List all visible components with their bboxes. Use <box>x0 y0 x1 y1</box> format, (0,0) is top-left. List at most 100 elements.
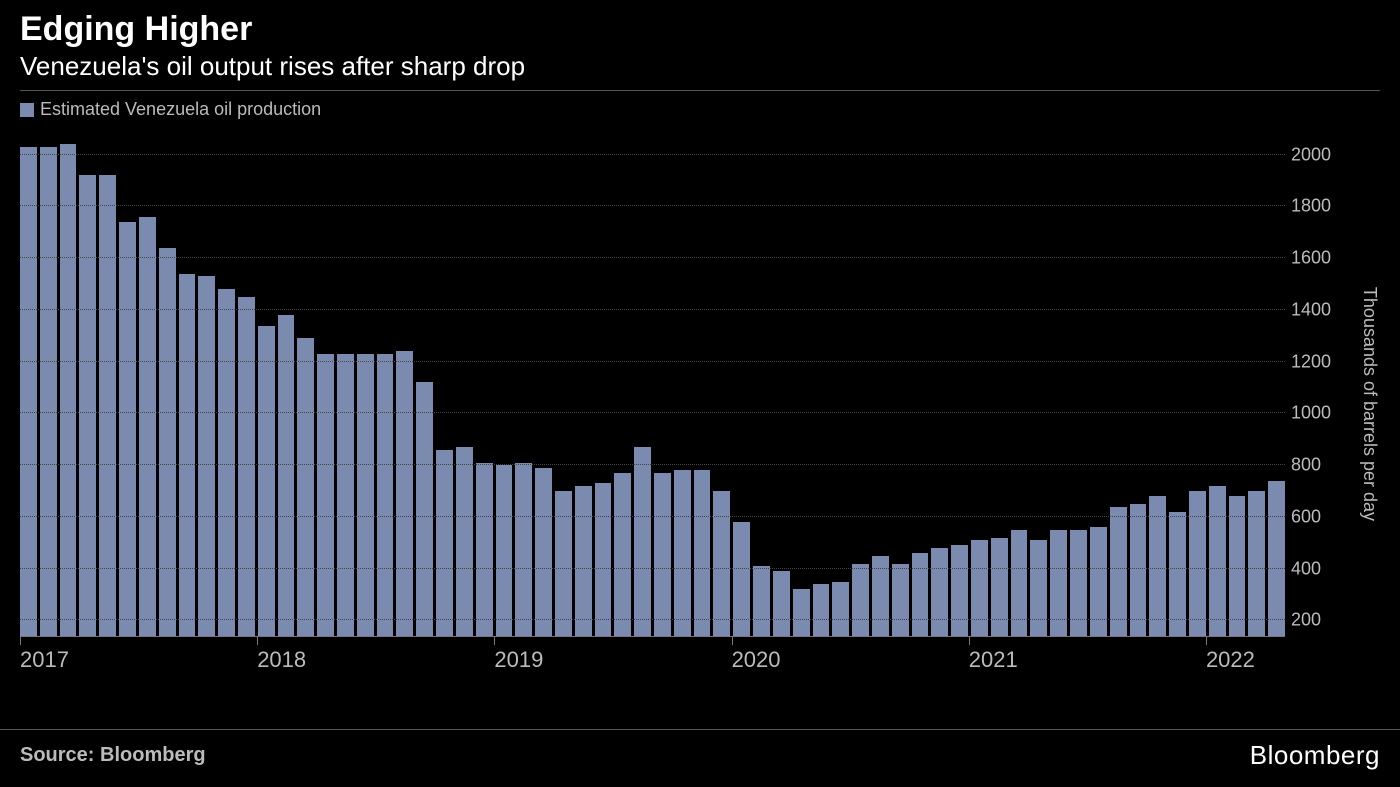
chart-header: Edging Higher Venezuela's oil output ris… <box>0 0 1400 91</box>
plot-area: 200400600800100012001400160018002000 <box>20 134 1285 636</box>
data-bar <box>258 326 275 637</box>
data-bar <box>555 491 572 636</box>
data-bar <box>238 297 255 636</box>
ytick-label: 600 <box>1291 506 1321 527</box>
data-bar <box>852 564 869 636</box>
data-bar <box>1169 512 1186 636</box>
data-bar <box>1268 481 1285 636</box>
data-bar <box>1229 496 1246 636</box>
data-bar <box>773 571 790 636</box>
data-bar <box>337 354 354 636</box>
data-bar <box>297 338 314 636</box>
chart-area: 200400600800100012001400160018002000 201… <box>20 124 1380 684</box>
xtick <box>257 637 258 645</box>
data-bar <box>713 491 730 636</box>
source-text: Source: Bloomberg <box>20 744 206 767</box>
gridline <box>20 412 1285 413</box>
xtick <box>1206 637 1207 645</box>
gridline <box>20 619 1285 620</box>
chart-legend: Estimated Venezuela oil production <box>0 91 1400 124</box>
data-bar <box>654 473 671 636</box>
ytick-label: 1800 <box>1291 196 1331 217</box>
brand-logo: Bloomberg <box>1250 740 1380 771</box>
gridline <box>20 205 1285 206</box>
data-bar <box>456 447 473 636</box>
data-bar <box>198 276 215 636</box>
data-bar <box>1030 540 1047 636</box>
ytick-label: 1000 <box>1291 403 1331 424</box>
data-bar <box>1149 496 1166 636</box>
ytick-label: 2000 <box>1291 144 1331 165</box>
data-bar <box>694 470 711 636</box>
data-bar <box>1189 491 1206 636</box>
data-bar <box>595 483 612 636</box>
chart-title: Edging Higher <box>20 10 1380 49</box>
data-bar <box>396 351 413 636</box>
data-bar <box>278 315 295 636</box>
data-bar <box>1248 491 1265 636</box>
data-bar <box>931 548 948 636</box>
xtick-label: 2020 <box>732 647 781 673</box>
data-bar <box>218 289 235 636</box>
xtick <box>20 637 21 645</box>
data-bar <box>139 217 156 636</box>
data-bar <box>515 463 532 636</box>
xtick-label: 2022 <box>1206 647 1255 673</box>
ytick-label: 800 <box>1291 455 1321 476</box>
data-bar <box>614 473 631 636</box>
data-bar <box>674 470 691 636</box>
gridline <box>20 361 1285 362</box>
data-bar <box>892 564 909 636</box>
data-bar <box>476 463 493 636</box>
xtick-label: 2019 <box>494 647 543 673</box>
bars-container <box>20 134 1285 636</box>
data-bar <box>912 553 929 636</box>
data-bar <box>793 589 810 636</box>
legend-label: Estimated Venezuela oil production <box>40 99 321 120</box>
data-bar <box>159 248 176 636</box>
data-bar <box>951 545 968 636</box>
data-bar <box>832 582 849 636</box>
ytick-label: 1200 <box>1291 351 1331 372</box>
ytick-label: 200 <box>1291 610 1321 631</box>
data-bar <box>535 468 552 636</box>
gridline <box>20 516 1285 517</box>
chart-subtitle: Venezuela's oil output rises after sharp… <box>20 51 1380 82</box>
data-bar <box>377 354 394 636</box>
xtick-label: 2018 <box>257 647 306 673</box>
data-bar <box>317 354 334 636</box>
gridline <box>20 464 1285 465</box>
data-bar <box>575 486 592 636</box>
data-bar <box>1110 507 1127 636</box>
gridline <box>20 568 1285 569</box>
xtick <box>494 637 495 645</box>
gridline <box>20 154 1285 155</box>
data-bar <box>436 450 453 636</box>
ytick-label: 1400 <box>1291 299 1331 320</box>
data-bar <box>119 222 136 636</box>
data-bar <box>179 274 196 636</box>
data-bar <box>357 354 374 636</box>
ytick-label: 400 <box>1291 558 1321 579</box>
data-bar <box>813 584 830 636</box>
data-bar <box>634 447 651 636</box>
legend-swatch <box>20 103 34 117</box>
data-bar <box>971 540 988 636</box>
y-axis-title: Thousands of barrels per day <box>1359 287 1380 521</box>
data-bar <box>991 538 1008 636</box>
x-axis: 2017 2018 2019 2020 2021 2022 <box>20 636 1285 684</box>
data-bar <box>40 147 57 636</box>
data-bar <box>1209 486 1226 636</box>
xtick <box>969 637 970 645</box>
xtick-label: 2017 <box>20 647 69 673</box>
chart-footer: Source: Bloomberg Bloomberg <box>0 729 1400 787</box>
data-bar <box>496 465 513 636</box>
xtick <box>732 637 733 645</box>
data-bar <box>1130 504 1147 636</box>
data-bar <box>20 147 37 636</box>
ytick-label: 1600 <box>1291 248 1331 269</box>
xtick-label: 2021 <box>969 647 1018 673</box>
data-bar <box>60 144 77 636</box>
data-bar <box>416 382 433 636</box>
gridline <box>20 309 1285 310</box>
